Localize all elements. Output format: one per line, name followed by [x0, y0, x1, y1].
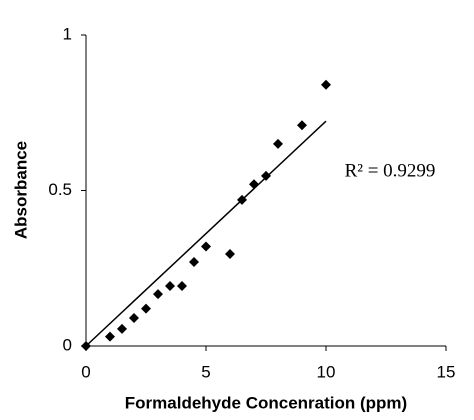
data-point [273, 138, 283, 149]
y-tick-label: 0.5 [48, 180, 72, 199]
data-point [225, 248, 235, 259]
data-point [261, 170, 271, 181]
x-tick-label: 10 [317, 362, 336, 381]
data-point [249, 179, 259, 190]
data-point [297, 120, 307, 131]
data-point [189, 257, 199, 268]
x-tick-label: 5 [201, 362, 210, 381]
x-tick-label: 0 [81, 362, 90, 381]
data-point [81, 341, 91, 351]
r-squared: R² = 0.9299 [345, 160, 436, 181]
data-point [105, 331, 115, 342]
data-point [153, 289, 163, 300]
y-tick-label: 0 [63, 335, 72, 354]
data-point [117, 323, 127, 334]
data-point [201, 241, 211, 252]
data-point [165, 280, 175, 291]
data-point [177, 280, 187, 291]
data-point [321, 79, 331, 90]
data-point [129, 313, 139, 324]
data-point [141, 303, 151, 314]
data-point [237, 194, 247, 205]
x-axis-title: Formaldehyde Concenration (ppm) [125, 393, 407, 412]
y-tick-label: 1 [63, 24, 72, 43]
y-axis-title: Absorbance [11, 141, 30, 239]
trendline [85, 120, 327, 347]
x-tick-label: 15 [437, 362, 456, 381]
